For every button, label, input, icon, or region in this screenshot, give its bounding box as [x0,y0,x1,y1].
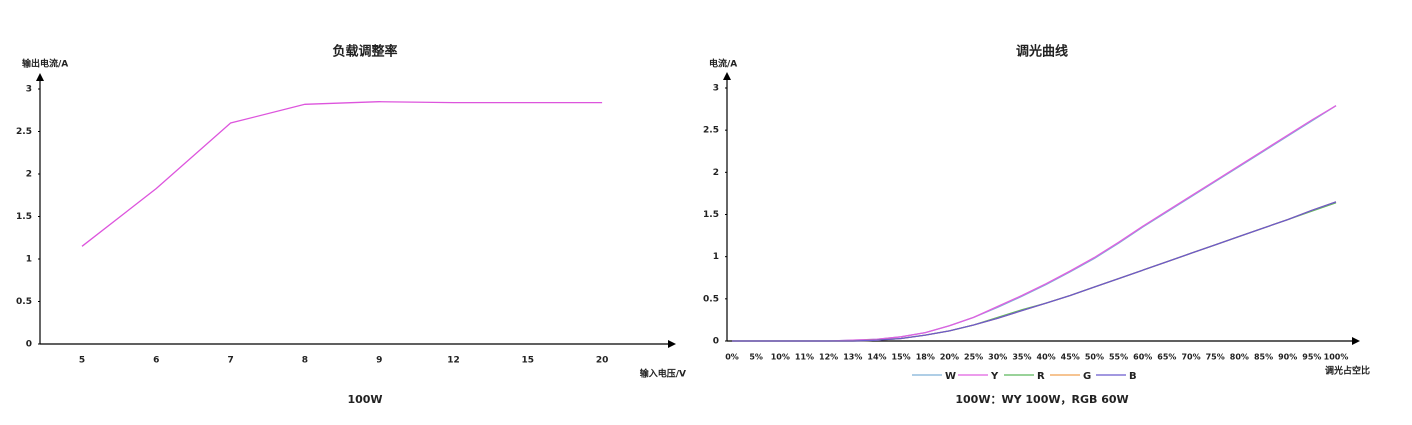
x-tick-label: 85% [1254,353,1273,362]
x-tick-label: 20 [596,356,609,366]
y-tick-label: 1 [26,255,32,265]
x-tick-label: 7 [227,356,233,366]
y-axis-label: 电流/A [709,58,737,70]
x-tick-label: 20% [940,353,959,362]
legend-label: B [1129,371,1137,382]
y-tick-label: 2.5 [703,126,719,136]
x-tick-label: 18% [916,353,935,362]
y-tick-label: 1.5 [703,210,719,220]
chart-title: 负载调整率 [332,44,397,60]
y-arrow [36,73,44,81]
x-tick-label: 12% [819,353,838,362]
y-arrow [723,72,731,80]
x-axis-label: 调光占空比 [1325,365,1370,377]
x-tick-label: 13% [843,353,862,362]
x-tick-label: 45% [1061,353,1080,362]
x-tick-label: 14% [867,353,886,362]
legend-label: R [1037,371,1045,382]
x-tick-label: 75% [1206,353,1225,362]
subtitle: 100W：WY 100W，RGB 60W [955,393,1128,406]
y-tick-label: 0.5 [703,294,719,304]
x-tick-label: 9 [376,356,382,366]
y-tick-label: 0 [26,340,32,350]
y-tick-label: 1 [713,252,719,262]
x-tick-label: 70% [1181,353,1200,362]
x-tick-label: 95% [1302,353,1321,362]
legend-label: G [1083,371,1091,382]
series-line [732,105,1337,342]
y-tick-label: 1.5 [16,212,32,222]
chart-title: 调光曲线 [1016,44,1068,60]
legend-label: Y [990,371,999,382]
x-tick-label: 60% [1133,353,1152,362]
x-tick-label: 50% [1085,353,1104,362]
series-line [732,105,1337,342]
x-arrow [668,340,676,348]
series-line [732,202,1337,342]
x-tick-label: 90% [1278,353,1297,362]
x-tick-label: 0% [725,353,739,362]
x-tick-label: 10% [771,353,790,362]
y-axis-label: 输出电流/A [22,58,68,70]
x-tick-label: 65% [1157,353,1176,362]
subtitle: 100W [347,393,382,406]
x-tick-label: 5% [749,353,763,362]
y-tick-label: 0 [713,337,719,347]
x-tick-label: 25% [964,353,983,362]
series-line [732,201,1337,342]
x-tick-label: 6 [153,356,159,366]
y-tick-label: 2 [713,168,719,178]
x-tick-label: 15 [522,356,535,366]
x-tick-label: 55% [1109,353,1128,362]
x-tick-label: 40% [1037,353,1056,362]
x-tick-label: 100% [1324,353,1349,362]
x-axis-label: 输入电压/V [640,368,686,380]
series-line [732,201,1337,342]
y-tick-label: 3 [713,84,719,94]
y-tick-label: 2 [26,170,32,180]
legend-label: W [945,371,956,382]
x-tick-label: 5 [79,356,85,366]
x-tick-label: 8 [302,356,308,366]
y-tick-label: 0.5 [16,297,32,307]
x-tick-label: 80% [1230,353,1249,362]
x-tick-label: 30% [988,353,1007,362]
x-tick-label: 12 [447,356,460,366]
x-tick-label: 15% [892,353,911,362]
y-tick-label: 3 [26,85,32,95]
series-line [81,101,603,247]
x-tick-label: 35% [1012,353,1031,362]
x-tick-label: 11% [795,353,814,362]
x-arrow [1352,337,1360,345]
y-tick-label: 2.5 [16,127,32,137]
